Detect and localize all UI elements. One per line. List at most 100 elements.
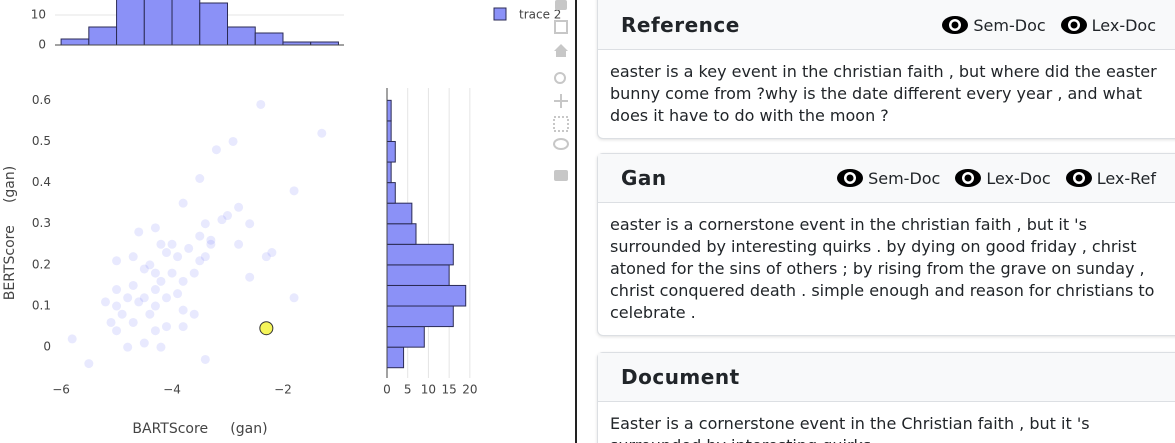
toggle-button[interactable]: Sem-Doc (941, 15, 1046, 35)
point (139, 293, 149, 303)
y-tick-label: 0 (38, 38, 46, 52)
point (150, 285, 160, 295)
bar (171, 0, 201, 46)
mode-button[interactable] (553, 116, 569, 132)
point (106, 317, 116, 327)
toggle-button[interactable]: Lex-Ref (1065, 168, 1156, 188)
point (173, 289, 183, 299)
modebar (553, 0, 569, 181)
point (161, 248, 171, 258)
point (145, 260, 155, 270)
mode-button[interactable] (554, 94, 568, 108)
mode-button[interactable] (553, 138, 569, 150)
point (128, 317, 138, 327)
bar (199, 2, 229, 46)
card-header: Document (598, 353, 1175, 402)
point (123, 342, 133, 352)
point (167, 268, 177, 278)
x-axis-title: BARTScore (gan) (132, 421, 267, 437)
y-tick-label: 0 (43, 340, 51, 354)
bar (386, 346, 405, 369)
point (117, 309, 127, 319)
bar (386, 305, 454, 328)
toggle-button[interactable]: Lex-Doc (1060, 15, 1156, 35)
point (84, 359, 94, 369)
card: Reference Sem-Doc Lex-Doc easter is a ke… (597, 0, 1175, 139)
panel-list: Reference Sem-Doc Lex-Doc easter is a ke… (577, 0, 1175, 443)
point (206, 235, 216, 245)
legend-swatch (493, 7, 507, 21)
mode-button[interactable] (554, 170, 568, 181)
point (161, 322, 171, 332)
y-tick-label: 0.3 (32, 216, 51, 230)
plot: 0 10 −6 −4 −2 0 0.1 0.2 0.3 0.4 0.5 0.6 BARTScore (g… (2, 0, 569, 437)
bar (386, 161, 392, 184)
point (139, 338, 149, 348)
bar (386, 182, 396, 204)
card-title: Reference (621, 13, 740, 37)
y-axis-title: BERTScore (gan) (2, 166, 18, 300)
x-tick-label: 0 (383, 383, 391, 397)
bar (254, 32, 284, 46)
bar (386, 202, 413, 225)
bar (386, 223, 417, 245)
point (189, 268, 199, 278)
y-tick-label: 0.1 (32, 299, 51, 313)
mode-button[interactable] (554, 20, 568, 34)
point (245, 219, 255, 229)
point (289, 293, 299, 303)
x-tick-label: 20 (462, 383, 477, 397)
card: Document Easter is a cornerstone event i… (597, 352, 1175, 443)
point (178, 305, 188, 315)
point (150, 301, 160, 311)
x-tick-label: 10 (421, 383, 436, 397)
point (178, 198, 188, 208)
point (200, 219, 210, 229)
bar (143, 0, 173, 46)
point (245, 272, 255, 282)
mode-button[interactable] (555, 0, 567, 10)
point (317, 128, 327, 138)
point (195, 173, 205, 183)
button-label: Sem-Doc (973, 15, 1046, 35)
point (195, 231, 205, 241)
mode-button[interactable] (554, 44, 568, 57)
button-label: Lex-Ref (1096, 168, 1156, 188)
mode-button[interactable] (554, 72, 566, 84)
bar (386, 264, 450, 286)
point (156, 342, 166, 352)
point (200, 252, 210, 262)
toggle-button[interactable]: Sem-Doc (836, 168, 940, 188)
bar (386, 140, 396, 163)
bar (60, 38, 90, 46)
point (161, 293, 171, 303)
y-tick-label: 10 (31, 8, 46, 22)
point (195, 256, 205, 266)
point (217, 215, 227, 225)
x-tick-label: 5 (404, 383, 412, 397)
x-tick-label: −4 (163, 383, 181, 397)
legend-label: trace 2 (519, 8, 561, 22)
card-header: Reference Sem-Doc Lex-Doc (598, 0, 1175, 50)
y-tick-label: 0.2 (32, 257, 51, 271)
y-tick-label: 0.4 (32, 175, 51, 189)
card-text: easter is a key event in the christian f… (610, 62, 1157, 125)
card-text: easter is a cornerstone event in the chr… (610, 215, 1155, 322)
point (189, 309, 199, 319)
point (234, 202, 244, 212)
point (228, 136, 238, 146)
card-title: Gan (621, 166, 667, 190)
x-tick-label: 15 (442, 383, 457, 397)
x-tick-label: −2 (274, 383, 292, 397)
point (200, 354, 210, 364)
point (112, 256, 122, 266)
point (150, 326, 160, 336)
bar (386, 120, 392, 142)
point (139, 264, 149, 274)
toggle-button[interactable]: Lex-Doc (954, 168, 1051, 188)
divider (575, 0, 577, 443)
bar (386, 326, 425, 348)
point (211, 145, 221, 155)
point (289, 186, 299, 196)
